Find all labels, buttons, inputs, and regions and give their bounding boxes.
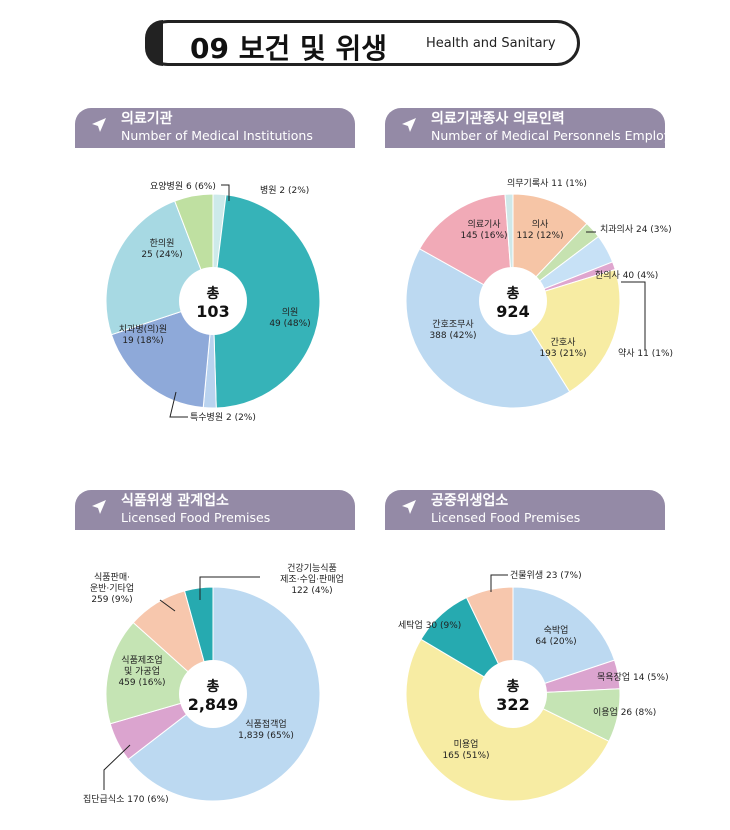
title-english: Health and Sanitary (426, 36, 556, 51)
pie-slice (212, 194, 321, 409)
slice-label: 의무기록사 11 (1%) (507, 178, 587, 189)
slice-label: 의사 112 (12%) (516, 219, 563, 241)
leader-line (159, 599, 176, 612)
slice-label: 간호조무사 388 (42%) (429, 319, 476, 341)
slice-label: 치과병(의)원 19 (18%) (119, 323, 167, 346)
leader-line (169, 391, 188, 418)
chapter-number: 09 (190, 32, 229, 65)
paper-plane-icon (402, 500, 416, 514)
pie-center-hole (179, 660, 247, 728)
section-subtitle: Licensed Food Premises (121, 510, 271, 525)
total-value: 2,849 (188, 695, 239, 714)
section-header-food: 식품위생 관계업소 Licensed Food Premises (75, 490, 355, 530)
title-banner-cap (145, 20, 163, 66)
slice-label: 병원 2 (2%) (260, 185, 309, 196)
section-header-personnel: 의료기관종사 의료인력 Number of Medical Personnels… (385, 108, 687, 148)
slice-label: 세탁업 30 (9%) (398, 619, 461, 631)
pie-center-hole (479, 660, 547, 728)
slice-label: 식품판매· 운반·기타업 259 (9%) (90, 572, 134, 605)
total-label: 총 (507, 286, 520, 302)
leader-line (490, 574, 508, 592)
total-label: 총 (207, 286, 220, 302)
slice-label: 약사 11 (1%) (618, 347, 673, 359)
total-value: 103 (196, 302, 229, 321)
total-value: 322 (496, 695, 529, 714)
slice-label: 집단급식소 170 (6%) (83, 793, 169, 805)
section-title: 식품위생 관계업소 (121, 493, 229, 509)
slice-label: 간호사 193 (21%) (539, 337, 586, 359)
slice-label: 식품접객업 1,839 (65%) (238, 718, 294, 741)
slice-label: 숙박업 64 (20%) (535, 625, 576, 647)
total-label: 총 (207, 679, 220, 695)
section-title: 의료기관 (121, 111, 173, 127)
pie-slice (512, 586, 616, 695)
pie-slice (110, 300, 214, 409)
paper-plane-icon (402, 118, 416, 132)
title-banner: 09 보건 및 위생 Health and Sanitary (145, 20, 580, 66)
leader-line (103, 744, 131, 790)
section-title: 의료기관종사 의료인력 (431, 111, 565, 127)
slice-label: 건강기능식품 제조·수입·판매업 122 (4%) (280, 563, 344, 596)
section-title: 공중위생업소 (431, 493, 509, 509)
section-subtitle: Number of Medical Institutions (121, 128, 313, 143)
total-value: 924 (496, 302, 529, 321)
slice-label: 이용업 26 (8%) (593, 707, 656, 718)
page-title: 09 보건 및 위생 (190, 27, 387, 67)
section-header-sanitary: 공중위생업소 Licensed Food Premises (385, 490, 665, 530)
pie-center-hole (479, 267, 547, 335)
section-subtitle: Licensed Food Premises (431, 510, 581, 525)
leader-line (221, 184, 230, 201)
slice-label: 목욕장업 14 (5%) (597, 672, 669, 683)
slice-label: 치과의사 24 (3%) (600, 223, 672, 235)
slice-label: 의원 49 (48%) (269, 307, 310, 329)
pie-center-hole (179, 267, 247, 335)
slice-label: 의료기사 145 (16%) (460, 219, 507, 241)
slice-label: 미용업 165 (51%) (442, 739, 489, 761)
total-label: 총 (507, 679, 520, 695)
slice-label: 한의원 25 (24%) (141, 238, 182, 260)
pie-slice (405, 248, 571, 409)
section-subtitle: Number of Medical Personnels Employed (431, 128, 687, 143)
slice-label: 건물위생 23 (7%) (510, 570, 582, 581)
paper-plane-icon (92, 500, 106, 514)
leader-line (621, 281, 646, 350)
section-header-institutions: 의료기관 Number of Medical Institutions (75, 108, 355, 148)
pie-chart-2: 총2,849 식품접객업 1,839 (65%) 집단급식소 170 (6%) 식품제조… (83, 563, 344, 805)
slice-label: 식품제조업 및 가공업 459 (16%) (118, 655, 165, 688)
pie-slice (418, 193, 514, 302)
leader-line (199, 576, 260, 600)
slice-label: 특수병원 2 (2%) (190, 412, 256, 423)
title-korean: 보건 및 위생 (238, 32, 388, 65)
paper-plane-icon (92, 118, 106, 132)
slice-label: 요양병원 6 (6%) (150, 181, 216, 192)
slice-label: 한의사 40 (4%) (595, 270, 658, 281)
